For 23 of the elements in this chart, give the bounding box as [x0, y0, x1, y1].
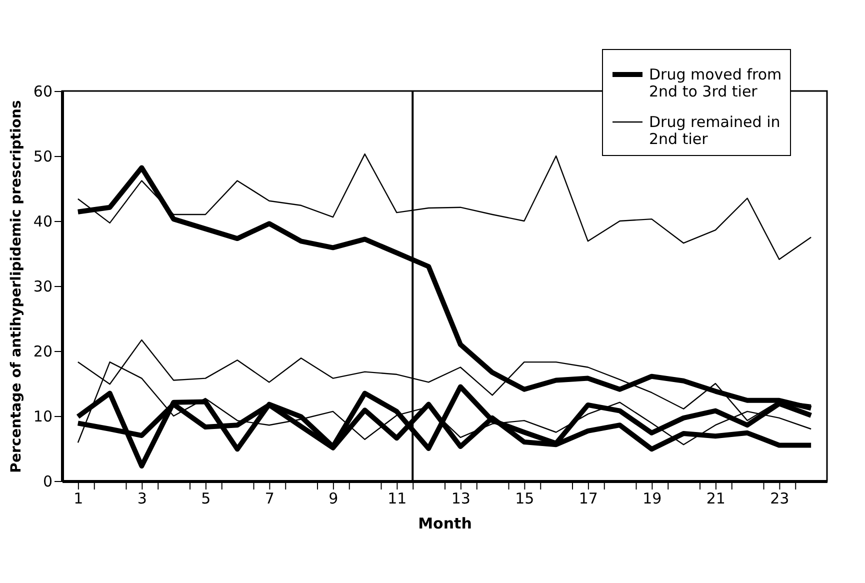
- y-tick-label: 10: [33, 408, 52, 426]
- x-tick-label: 17: [578, 490, 598, 508]
- x-tick-label: 5: [201, 490, 211, 508]
- x-tick-label: 9: [328, 490, 338, 508]
- x-axis-title: Month: [418, 514, 472, 532]
- y-axis-title: Percentage of antihyperlipidemic prescriptions: [8, 100, 24, 473]
- x-tick-label: 15: [515, 490, 534, 508]
- y-tick-label: 20: [33, 342, 52, 360]
- legend-label: Drug remained in 2nd tier: [649, 113, 780, 148]
- x-tick-label: 11: [388, 490, 407, 508]
- x-tick-label: 7: [264, 490, 274, 508]
- x-tick-label: 19: [642, 490, 662, 508]
- y-tick-label: 50: [33, 148, 52, 166]
- y-tick-label: 30: [33, 278, 52, 296]
- x-tick-label: 23: [770, 490, 790, 508]
- y-tick-label: 0: [42, 472, 52, 490]
- y-tick-label: 60: [33, 82, 52, 100]
- x-tick-label: 1: [74, 490, 84, 508]
- x-tick-label: 21: [706, 490, 726, 508]
- x-tick-label: 3: [137, 490, 147, 508]
- legend-label: Drug moved from 2nd to 3rd tier: [649, 66, 782, 100]
- x-tick-label: 13: [451, 490, 470, 508]
- y-tick-label: 40: [33, 212, 52, 230]
